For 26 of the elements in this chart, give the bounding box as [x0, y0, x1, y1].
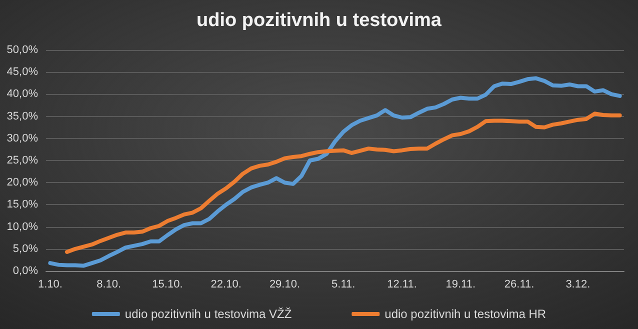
- y-tick-label: 15,0%: [6, 198, 38, 211]
- x-tick-label: 29.10.: [269, 278, 300, 290]
- x-tick-label: 12.11.: [387, 278, 417, 290]
- y-tick-label: 40,0%: [6, 88, 38, 100]
- y-tick-label: 10,0%: [6, 220, 38, 233]
- y-tick-label: 0,0%: [12, 265, 38, 277]
- x-tick-label: 19.11.: [446, 278, 476, 290]
- y-tick-label: 20,0%: [6, 176, 38, 189]
- x-tick-label: 15.10.: [152, 278, 183, 290]
- x-tick-label: 26.11.: [504, 278, 534, 290]
- x-tick-label: 1.10.: [38, 278, 62, 290]
- y-tick-label: 30,0%: [6, 132, 38, 144]
- line-series: [64, 112, 622, 254]
- y-tick-label: 5,0%: [12, 242, 38, 255]
- y-tick-label: 25,0%: [6, 154, 38, 166]
- y-tick-label: 50,0%: [6, 44, 38, 56]
- y-tick-label: 45,0%: [6, 66, 38, 78]
- x-tick-label: 3.12.: [566, 278, 590, 290]
- x-tick-label: 22.10.: [210, 278, 242, 290]
- line-series: [48, 76, 622, 268]
- x-tick-label: 5.11.: [332, 278, 356, 290]
- legend-label: udio pozitivnih u testovima HR: [384, 307, 546, 321]
- y-tick-label: 35,0%: [6, 110, 38, 122]
- legend-label: udio pozitivnih u testovima VŽŽ: [124, 307, 292, 321]
- x-tick-label: 8.10.: [96, 278, 122, 290]
- chart-title: udio pozitivnih u testovima: [196, 10, 442, 31]
